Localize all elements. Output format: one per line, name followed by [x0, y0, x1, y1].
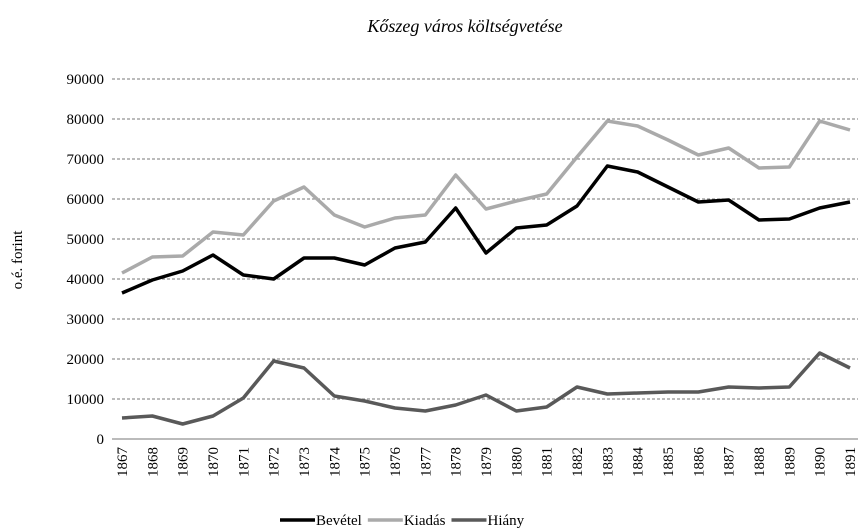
x-tick-label: 1885	[661, 447, 677, 477]
y-tick-label: 20000	[67, 352, 105, 368]
series-line	[121, 119, 851, 275]
y-tick-label: 40000	[67, 272, 105, 288]
y-tick-label: 10000	[67, 392, 105, 408]
y-tick-label: 90000	[67, 72, 105, 88]
x-tick-label: 1887	[722, 447, 738, 478]
x-tick-label: 1890	[813, 447, 829, 477]
y-tick-label: 60000	[67, 192, 105, 208]
x-tick-label: 1884	[631, 447, 647, 478]
y-axis-label: o.é. forint	[10, 230, 26, 290]
x-tick-label: 1888	[752, 447, 768, 477]
y-tick-label: 70000	[67, 152, 105, 168]
x-tick-label: 1871	[236, 447, 252, 477]
legend-label: Bevétel	[316, 513, 362, 529]
x-tick-label: 1870	[206, 447, 222, 477]
x-tick-label: 1883	[600, 447, 616, 477]
x-tick-label: 1875	[358, 447, 374, 477]
y-tick-label: 0	[97, 432, 105, 448]
x-tick-label: 1872	[267, 447, 283, 477]
x-tick-label: 1868	[145, 447, 161, 477]
x-tick-label: 1876	[388, 447, 404, 478]
x-tick-label: 1882	[570, 447, 586, 477]
x-tick-label: 1867	[115, 447, 131, 478]
x-tick-label: 1886	[691, 447, 707, 478]
x-tick-label: 1877	[418, 447, 434, 478]
x-tick-label: 1879	[479, 447, 495, 477]
x-tick-label: 1873	[297, 447, 313, 477]
legend-label: Hiány	[487, 513, 524, 529]
x-tick-label: 1869	[176, 447, 192, 477]
x-tick-label: 1880	[509, 447, 525, 477]
x-tick-label: 1889	[782, 447, 798, 477]
x-tick-label: 1881	[540, 447, 556, 477]
chart-title: Kőszeg város költségvetése	[366, 16, 562, 36]
x-tick-label: 1891	[843, 447, 859, 477]
series-line	[121, 164, 851, 295]
series-line	[121, 351, 851, 426]
y-tick-label: 30000	[67, 312, 105, 328]
y-tick-label: 80000	[67, 112, 105, 128]
x-tick-label: 1874	[327, 447, 343, 478]
y-tick-label: 50000	[67, 232, 105, 248]
legend-label: Kiadás	[404, 513, 446, 529]
x-tick-label: 1878	[449, 447, 465, 477]
